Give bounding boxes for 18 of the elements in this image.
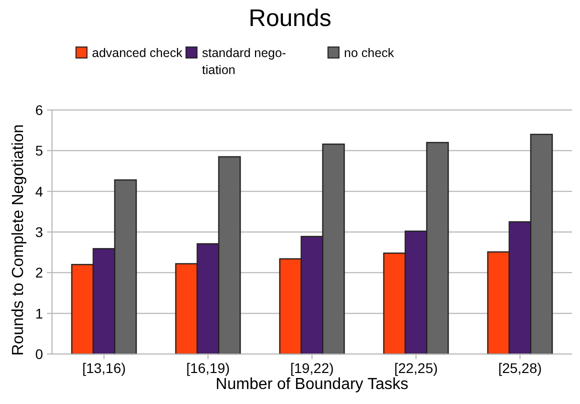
legend-label: no check bbox=[344, 46, 395, 60]
x-axis-title: Number of Boundary Tasks bbox=[216, 376, 408, 393]
x-tick-label: [16,19) bbox=[186, 360, 230, 376]
legend-label: standard nego-tiation bbox=[202, 46, 286, 77]
chart-title: Rounds bbox=[248, 5, 332, 32]
legend-label: advanced check bbox=[92, 46, 184, 60]
y-tick-label: 2 bbox=[35, 264, 44, 281]
x-tick-label: [13,16) bbox=[82, 360, 126, 376]
x-tick-label: [25,28) bbox=[498, 360, 542, 376]
x-tick-label: [19,22) bbox=[290, 360, 334, 376]
y-tick-label: 4 bbox=[35, 183, 44, 200]
y-axis-title: Rounds to Complete Negotiation bbox=[10, 124, 27, 356]
y-tick-label: 6 bbox=[35, 102, 44, 118]
y-tick-label: 1 bbox=[35, 305, 44, 322]
y-tick-label: 0 bbox=[35, 346, 44, 362]
x-tick-label: [22,25) bbox=[394, 360, 438, 376]
y-tick-label: 5 bbox=[35, 142, 44, 159]
y-tick-label: 3 bbox=[35, 224, 44, 240]
